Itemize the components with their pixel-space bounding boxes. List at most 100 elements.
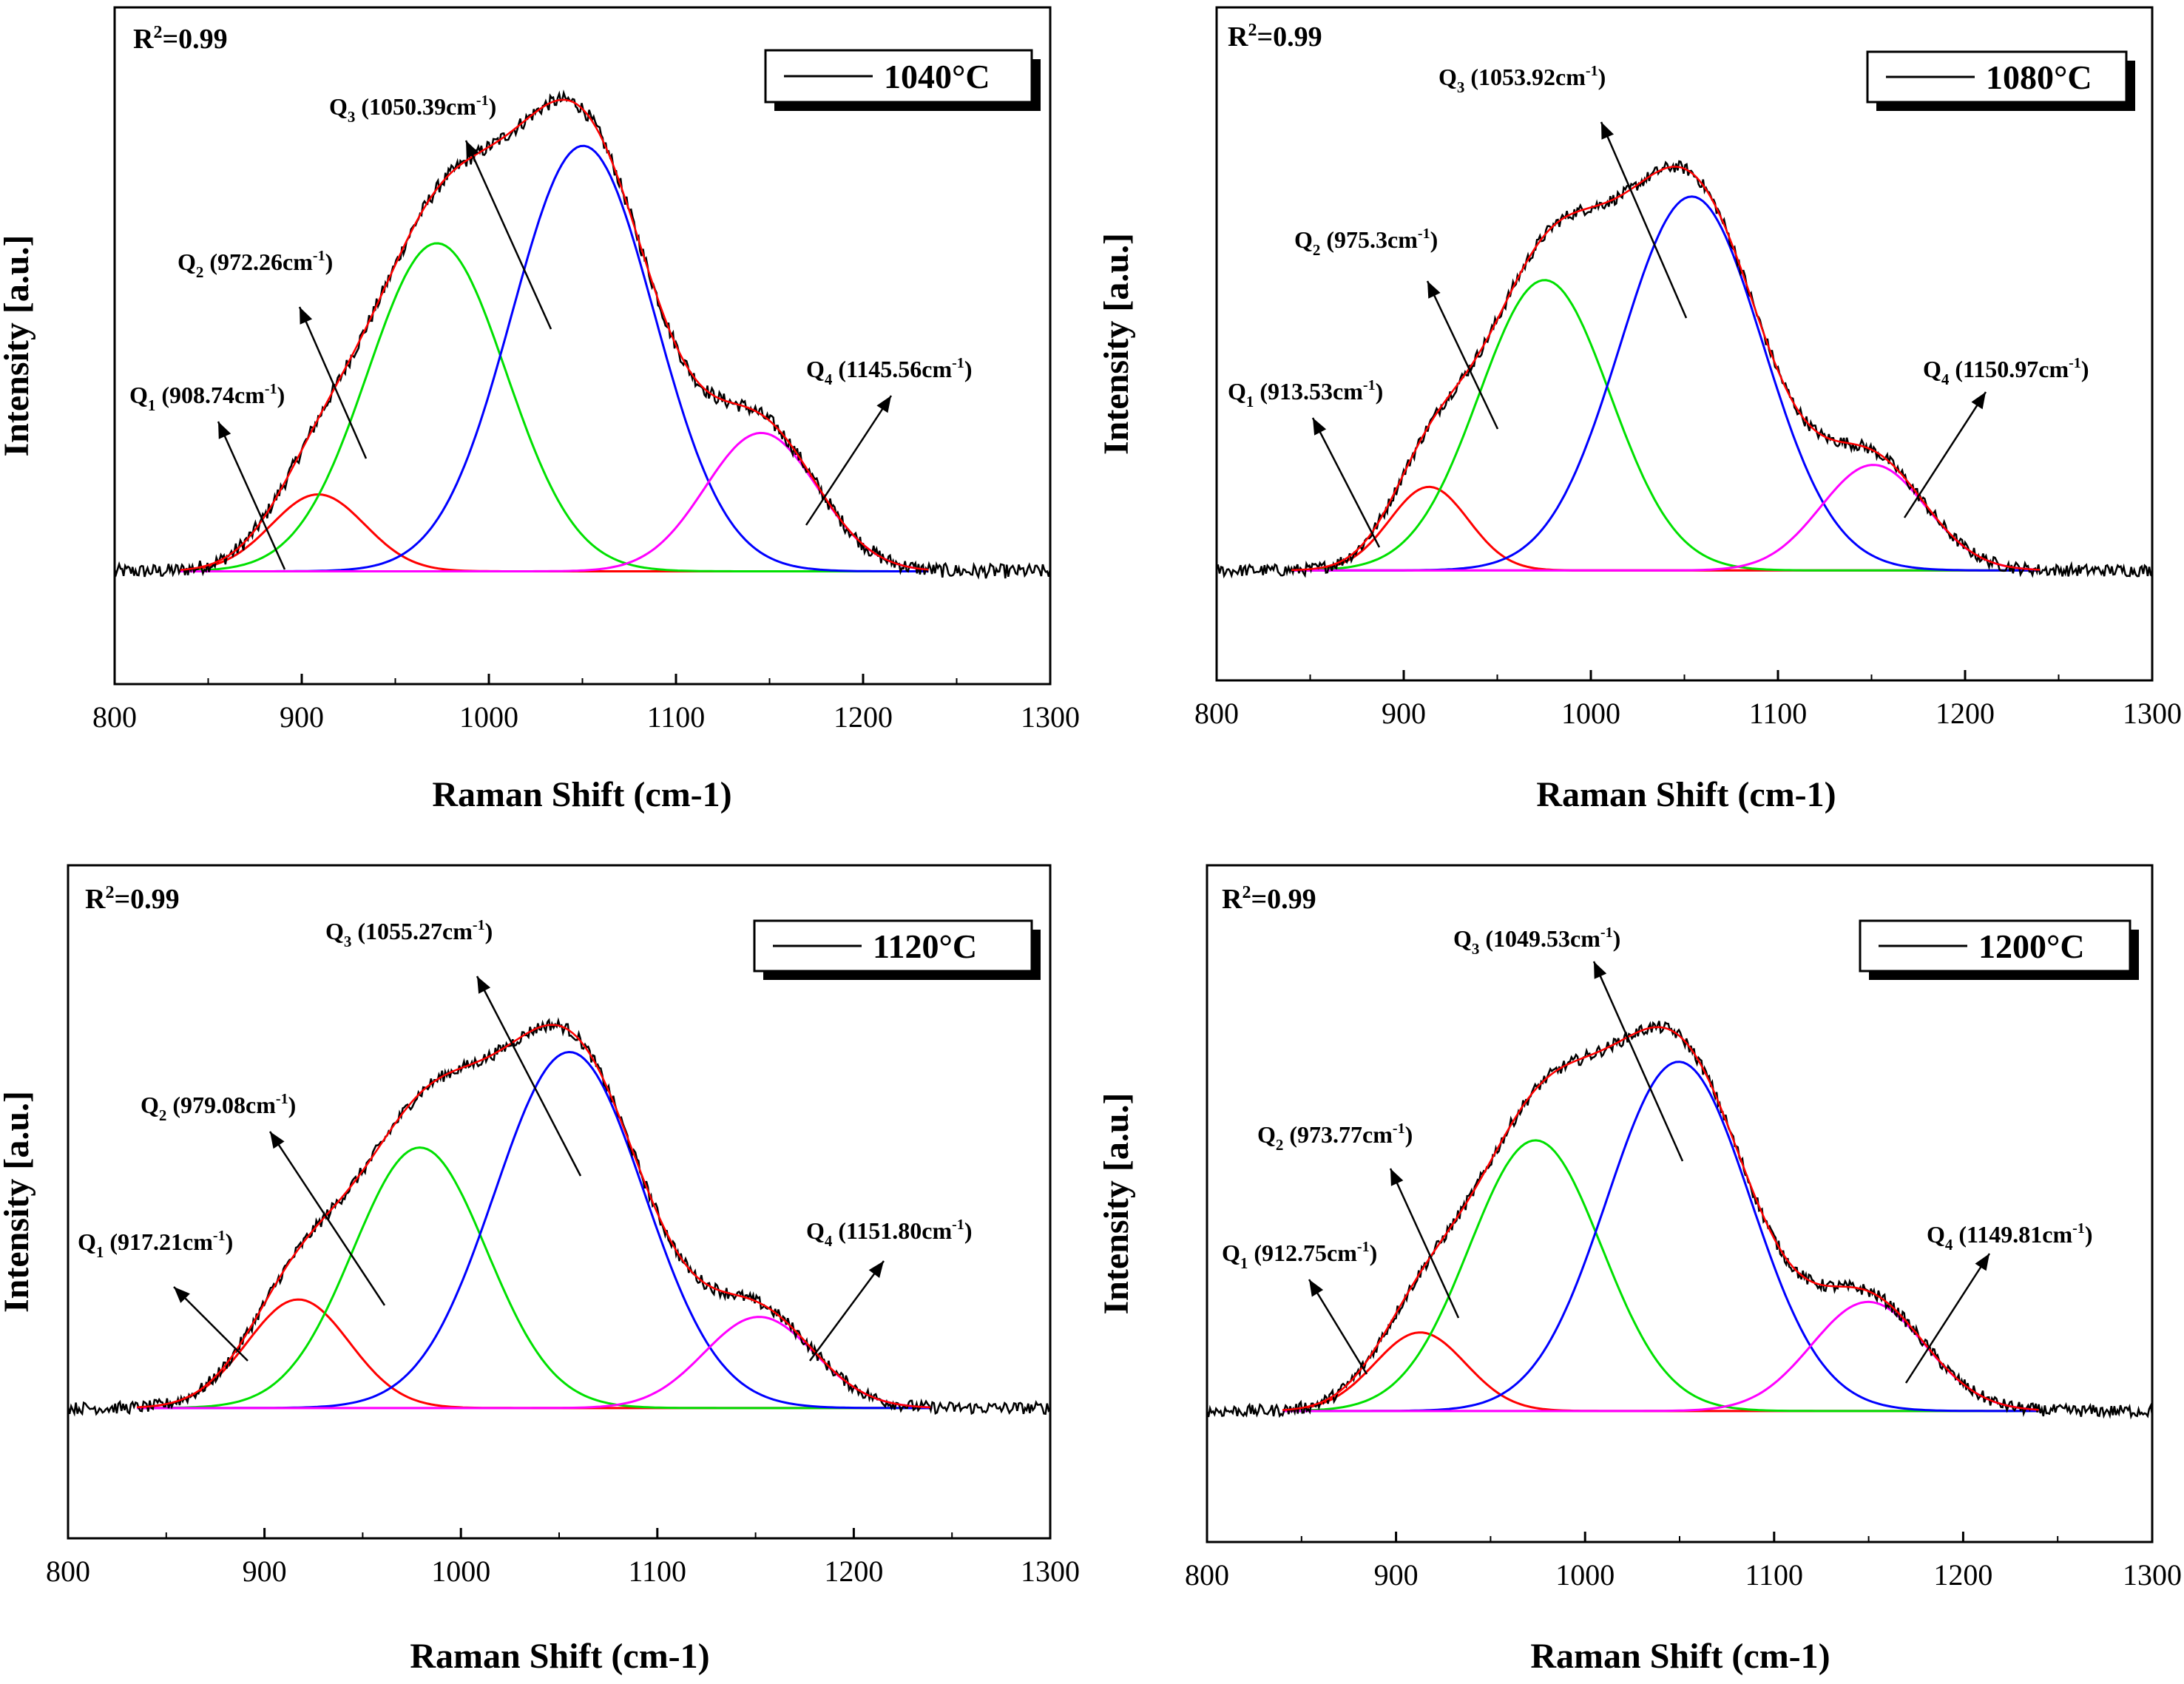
cumulative-fit: [136, 1024, 931, 1409]
peak-q1-label: Q1 (917.21cm-1): [78, 1228, 233, 1261]
peak-q-letter: Q: [78, 1228, 96, 1255]
x-tick-label: 1200: [834, 700, 893, 734]
peak-q4-label: Q4 (1149.81cm-1): [1927, 1220, 2092, 1254]
x-tick-label: 800: [1194, 697, 1239, 730]
arrowhead: [218, 422, 231, 439]
arrowhead: [174, 1287, 190, 1303]
peak-q2-label: Q2 (979.08cm-1): [141, 1091, 296, 1124]
raw-spectrum: [113, 89, 1052, 580]
x-axis-title: Raman Shift (cm-1): [1530, 1637, 1830, 1676]
x-tick-label: 800: [1185, 1558, 1229, 1592]
arrowhead: [1390, 1169, 1404, 1186]
peak-q4-arrow: [1904, 1253, 1991, 1384]
peak-q1-arrow: [1308, 1279, 1368, 1375]
r-squared-value: =0.99: [1251, 884, 1316, 915]
x-tick-label: 900: [1374, 1558, 1419, 1592]
peak-close-paren: ): [2085, 1221, 2093, 1248]
arrowhead: [466, 141, 479, 158]
peak-unit-superscript: -1: [1418, 226, 1430, 242]
peak-q-letter: Q: [1923, 356, 1941, 382]
peak-close-paren: ): [1376, 378, 1384, 405]
peak-q4-label: Q4 (1150.97cm-1): [1923, 355, 2089, 388]
peak-q-subscript: 4: [1941, 371, 1950, 388]
x-tick-label: 1300: [2123, 697, 2182, 730]
peak-q3-label: Q3 (1053.92cm-1): [1438, 63, 1606, 96]
peak-q-letter: Q: [129, 382, 148, 408]
peak-close-paren: ): [964, 1217, 973, 1244]
peak-q-letter: Q: [325, 918, 344, 944]
peak-q-letter: Q: [1228, 378, 1246, 405]
peak-unit-superscript: -1: [276, 1091, 288, 1107]
r-squared-value: =0.99: [162, 24, 227, 55]
y-axis-title: Intensity [a.u.]: [0, 234, 36, 456]
arrowhead: [1975, 1254, 1989, 1271]
peak-q-subscript: 4: [825, 371, 833, 388]
x-tick-label: 1200: [1935, 697, 1995, 730]
x-tick-label: 1000: [1561, 697, 1620, 730]
peak-q-letter: Q: [1257, 1121, 1276, 1148]
peak-q4-label: Q4 (1151.80cm-1): [806, 1217, 972, 1250]
legend-label: 1120°C: [873, 927, 977, 965]
peak-q1-arrow: [217, 421, 286, 570]
peak-q1-arrow: [173, 1286, 249, 1362]
peak-unit-superscript: -1: [313, 248, 325, 264]
peak-q-letter: Q: [806, 1217, 825, 1244]
x-tick-label: 1300: [1021, 1555, 1080, 1588]
x-tick-label: 1200: [1933, 1558, 1992, 1592]
y-axis-title: Intensity [a.u.]: [0, 1091, 36, 1313]
x-tick-label: 1000: [459, 700, 518, 734]
peak-unit-superscript: -1: [1600, 924, 1613, 941]
peak-q2-curve: [1282, 1139, 2039, 1413]
cumulative-fit: [180, 98, 929, 571]
x-tick-label: 900: [243, 1555, 287, 1588]
x-tick-label: 1100: [629, 1555, 687, 1588]
r-squared-label: R2=0.99: [133, 23, 228, 55]
peak-q-letter: Q: [141, 1092, 159, 1118]
peak-q2-label: Q2 (972.26cm-1): [178, 248, 333, 281]
peak-q3-arrow: [476, 975, 582, 1177]
peak-unit-superscript: -1: [1393, 1120, 1405, 1137]
peak-position: (1150.97cm: [1949, 356, 2069, 382]
x-tick-label: 1000: [1555, 1558, 1615, 1592]
peak-close-paren: ): [485, 918, 493, 944]
peak-position: (1050.39cm: [355, 93, 476, 120]
peak-unit-superscript: -1: [2072, 1220, 2085, 1237]
peak-q4-arrow: [808, 1260, 885, 1362]
peak-q-letter: Q: [1438, 64, 1457, 90]
x-tick-label: 1000: [431, 1555, 490, 1588]
peak-q-letter: Q: [178, 248, 196, 275]
x-tick-label: 1200: [824, 1555, 883, 1588]
peak-q2-arrow: [268, 1131, 386, 1306]
x-tick-label: 800: [46, 1555, 90, 1588]
chart-panel-4: 800 900 1000 1100 1200 1300 Raman Shift (cm-1)…: [1097, 864, 2182, 1676]
legend-box: [764, 49, 1033, 104]
r-squared-superscript: 2: [1242, 883, 1251, 902]
peak-q-subscript: 1: [1240, 1254, 1248, 1272]
peak-q4-label: Q4 (1145.56cm-1): [806, 355, 972, 388]
r-squared-symbol: R: [85, 884, 106, 915]
legend-box: [1866, 50, 2128, 104]
peak-q2-curve: [137, 1146, 930, 1410]
x-axis-title: Raman Shift (cm-1): [432, 775, 731, 814]
peak-q-subscript: 2: [196, 263, 204, 281]
peak-position: (979.08cm: [166, 1092, 276, 1118]
peak-q-letter: Q: [1294, 226, 1313, 253]
peak-q3-label: Q3 (1055.27cm-1): [325, 917, 493, 950]
peak-q4-arrow: [805, 395, 893, 526]
arrowhead: [876, 396, 891, 413]
r-squared-superscript: 2: [153, 23, 162, 42]
peak-q2-label: Q2 (973.77cm-1): [1257, 1120, 1413, 1154]
chart-panel-3: 800 900 1000 1100 1200 1300 Raman Shift (cm-1)…: [0, 864, 1080, 1676]
peak-q3-arrow: [1600, 121, 1688, 319]
r-squared-symbol: R: [133, 24, 154, 55]
peak-q-subscript: 2: [159, 1106, 167, 1124]
r-squared-value: =0.99: [114, 884, 179, 915]
peak-q1-label: Q1 (913.53cm-1): [1228, 377, 1383, 410]
r-squared-label: R2=0.99: [1228, 21, 1322, 53]
peak-unit-superscript: -1: [952, 355, 964, 371]
peak-close-paren: ): [489, 93, 497, 120]
peak-q-subscript: 1: [96, 1243, 104, 1261]
arrowhead: [1313, 418, 1327, 436]
peak-q-subscript: 2: [1276, 1136, 1284, 1154]
peak-q1-arrow: [1311, 417, 1381, 548]
